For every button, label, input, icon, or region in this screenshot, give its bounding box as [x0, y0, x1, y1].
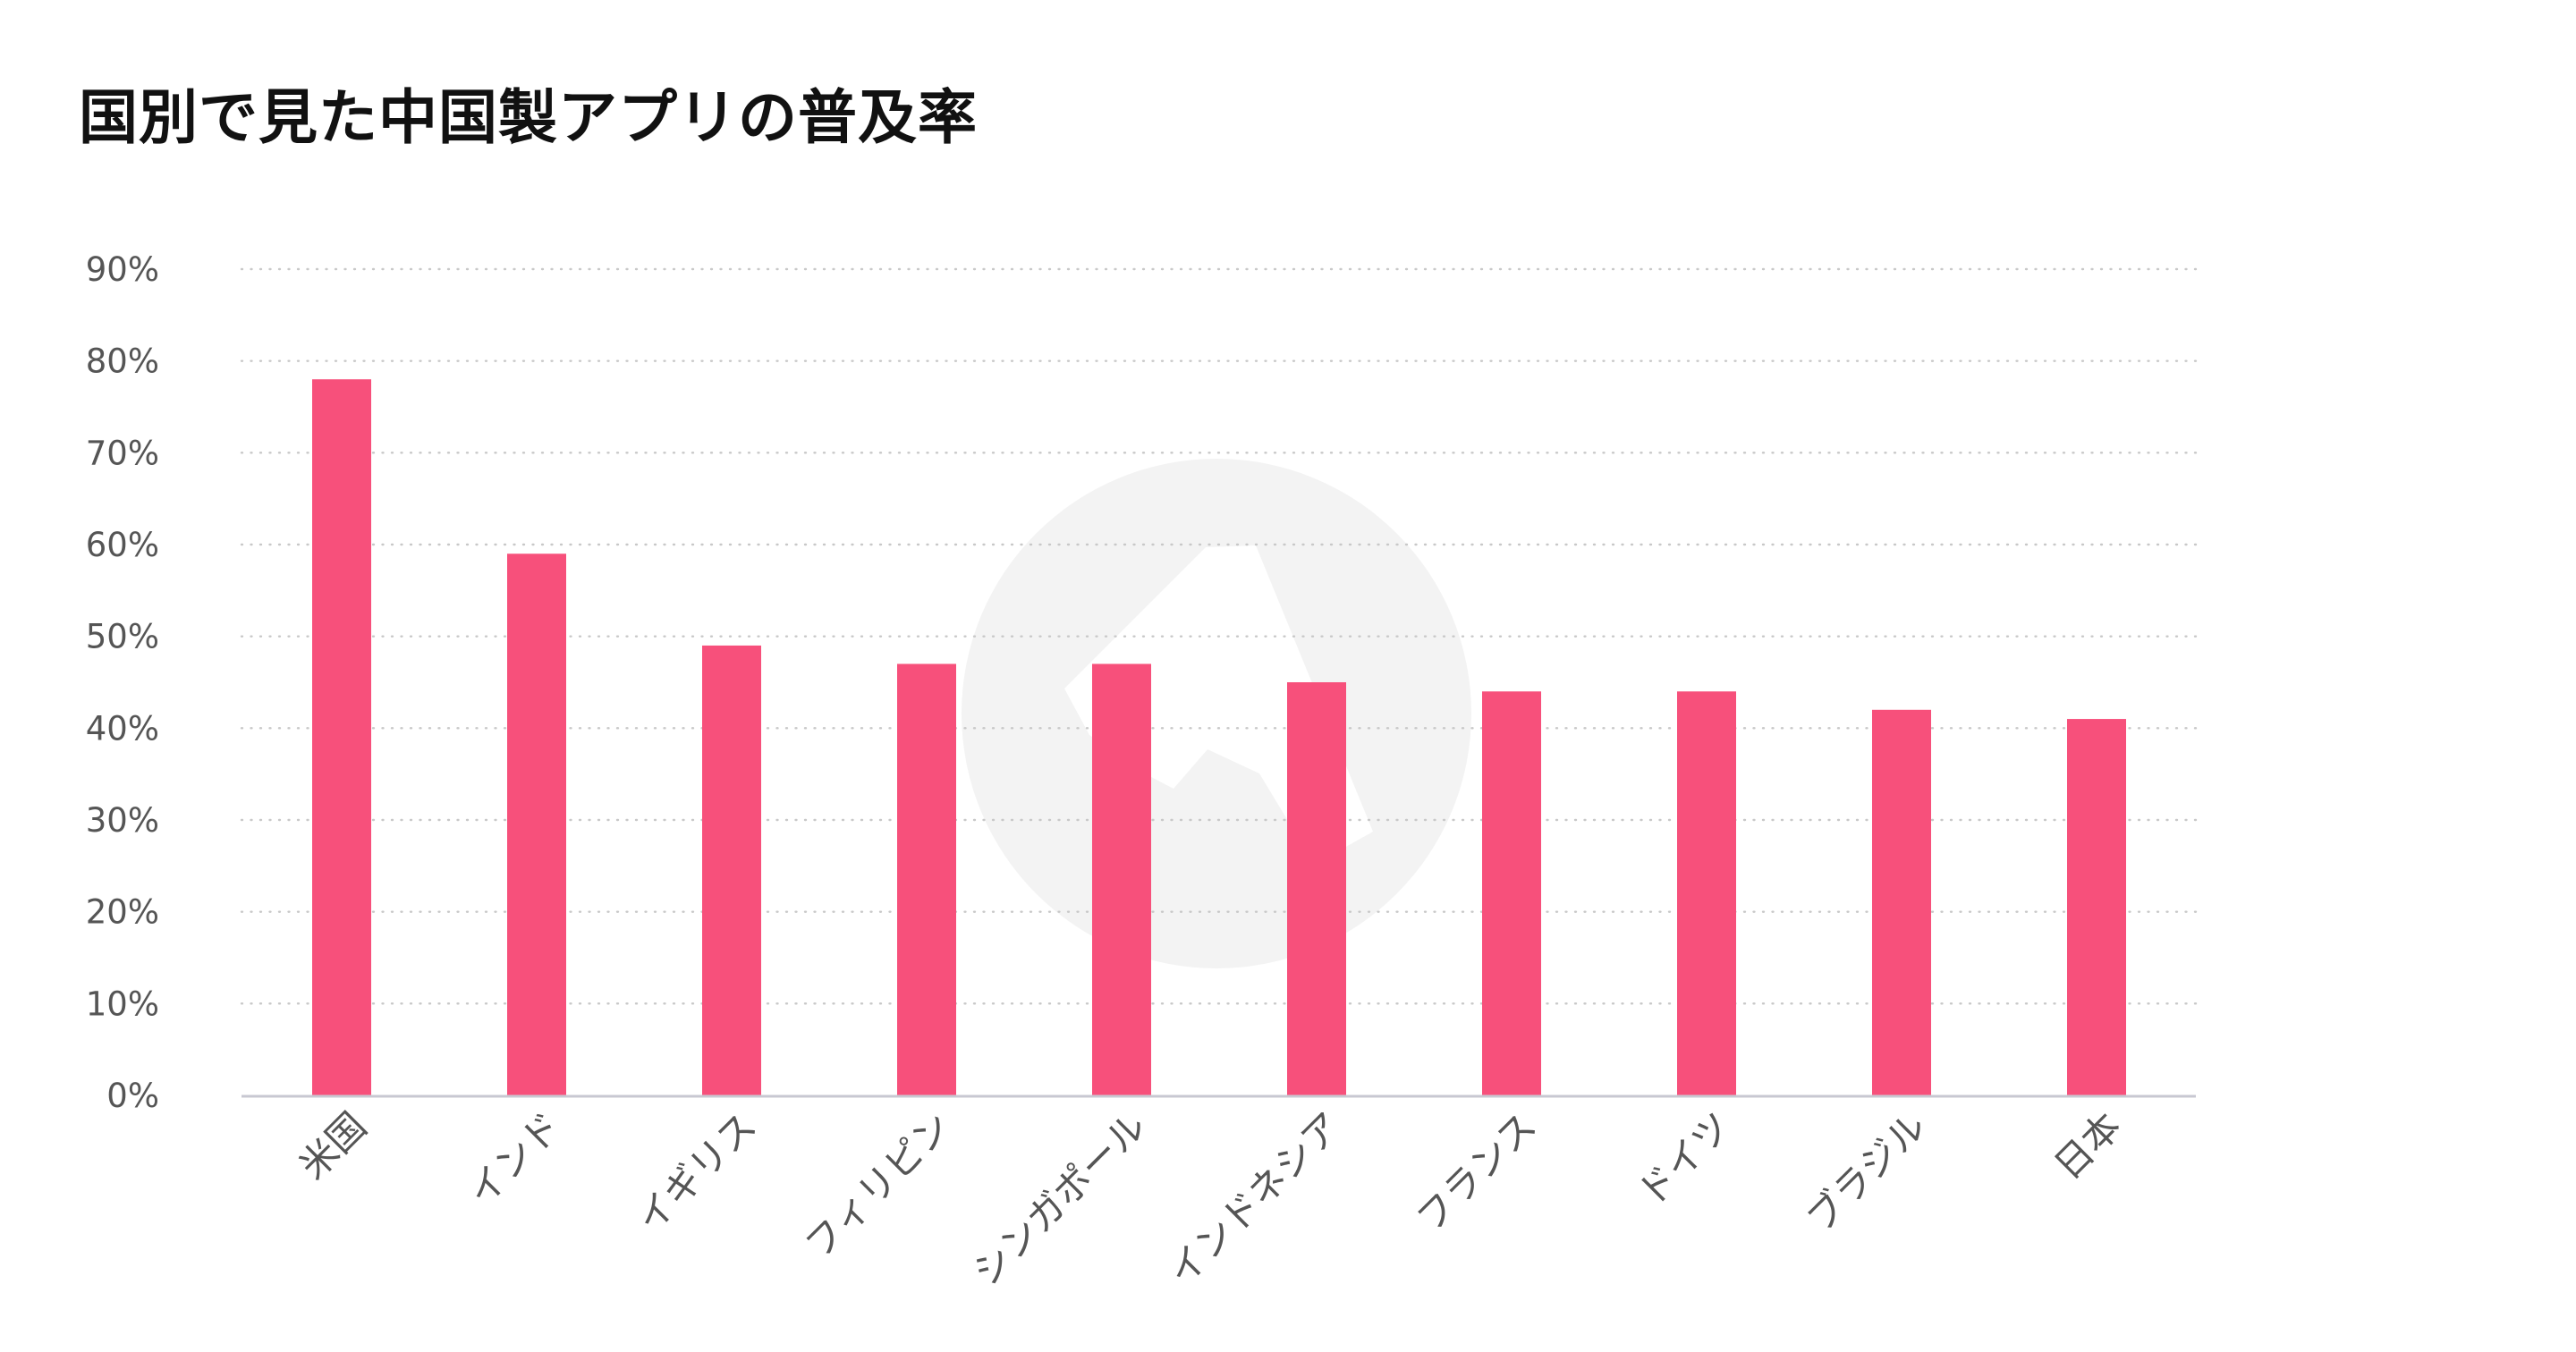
bar [1287, 682, 1346, 1095]
chart-title: 国別で見た中国製アプリの普及率 [79, 83, 978, 152]
x-axis-ticks: 米国 インド イギリス フィリピン シンガポール インドネシア フランス ドイツ ブラジル 日本 [291, 1103, 2130, 1294]
y-tick-label: 90% [86, 250, 159, 289]
y-tick-label: 10% [86, 984, 159, 1023]
watermark-logo [962, 459, 1471, 968]
y-tick-label: 60% [86, 526, 159, 564]
y-tick-label: 70% [86, 434, 159, 472]
y-tick-label: 40% [86, 709, 159, 748]
bar [897, 663, 956, 1095]
bar [1872, 709, 1931, 1095]
y-axis-ticks: 0% 10% 20% 30% 40% 50% 60% 70% 80% 90% [86, 250, 159, 1115]
gridlines [240, 267, 2198, 1005]
x-tick-label: ドイツ [1629, 1103, 1740, 1214]
bar [1482, 691, 1541, 1095]
bar [507, 553, 566, 1095]
bars [312, 379, 2126, 1095]
x-tick-label: シンガポール [964, 1103, 1155, 1294]
bar [1092, 663, 1151, 1095]
x-tick-label: 米国 [291, 1103, 375, 1187]
bar [312, 379, 371, 1095]
x-tick-label: フィリピン [797, 1103, 961, 1267]
bar [702, 645, 761, 1095]
y-tick-label: 20% [86, 893, 159, 932]
x-tick-label: ブラジル [1798, 1103, 1935, 1240]
y-tick-label: 30% [86, 801, 159, 840]
bar [1677, 691, 1736, 1095]
y-tick-label: 0% [106, 1077, 159, 1115]
x-tick-label: 日本 [2046, 1103, 2130, 1187]
bar [2067, 719, 2126, 1095]
x-tick-label: イギリス [628, 1103, 765, 1240]
x-tick-label: インドネシア [1159, 1103, 1350, 1294]
y-tick-label: 50% [86, 618, 159, 656]
x-tick-label: フランス [1408, 1103, 1545, 1240]
y-tick-label: 80% [86, 342, 159, 381]
x-tick-label: インド [459, 1103, 570, 1214]
